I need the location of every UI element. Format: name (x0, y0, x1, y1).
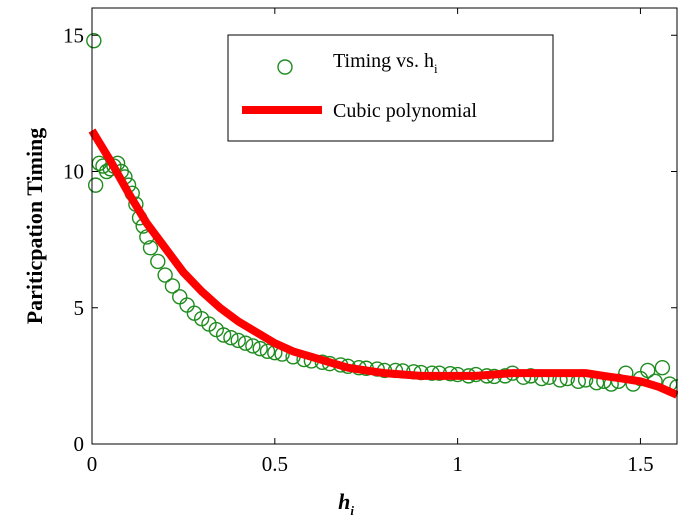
y-tick-label: 10 (63, 160, 84, 184)
fit-series (88, 128, 678, 399)
scatter-point (245, 338, 261, 354)
legend-label-scatter-subscript: i (434, 61, 438, 76)
scatter-point (215, 327, 232, 343)
scatter-point (640, 362, 656, 379)
x-tick-label: 0 (87, 452, 98, 476)
legend-label-scatter-main: Timing vs. h (333, 50, 434, 72)
legend: Timing vs. hi Cubic polynomial (227, 34, 554, 142)
scatter-point (237, 335, 254, 351)
x-axis-label: hi (338, 489, 354, 518)
y-tick-label: 15 (63, 23, 84, 47)
scatter-point (142, 240, 159, 256)
scatter-point (164, 278, 181, 294)
y-tick-label: 5 (74, 296, 85, 320)
scatter-point (87, 177, 104, 193)
x-tick-label: 1 (452, 452, 463, 476)
legend-label-fit: Cubic polynomial (333, 100, 477, 122)
scatter-point (86, 33, 102, 49)
plot-frame (91, 7, 678, 445)
scatter-point (150, 253, 166, 270)
y-axis: 0 5 10 15 (63, 23, 677, 456)
x-axis-label-main: h (338, 489, 350, 514)
y-tick-label: 0 (74, 432, 85, 456)
x-tick-label: 0.5 (262, 452, 288, 476)
scatter-point (252, 340, 268, 357)
legend-box (227, 34, 554, 142)
scatter-point (654, 360, 671, 376)
scatter-point (230, 332, 246, 349)
legend-label-scatter: Timing vs. hi (333, 50, 438, 76)
x-axis: 0 0.5 1 1.5 (87, 8, 654, 476)
fit-line (88, 128, 678, 399)
legend-marker-scatter (277, 59, 293, 75)
x-tick-label: 1.5 (627, 452, 653, 476)
scatter-point (259, 343, 276, 360)
scatter-point (157, 267, 173, 283)
scatter-point (223, 330, 239, 346)
x-axis-label-subscript: i (350, 503, 354, 518)
y-axis-label: Pariticpation Timing (22, 128, 47, 325)
